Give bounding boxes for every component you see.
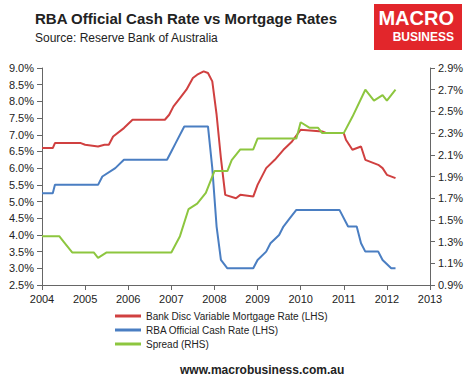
svg-text:2010: 2010 [288,293,312,305]
svg-text:2.3%: 2.3% [438,127,463,139]
svg-text:2006: 2006 [116,293,140,305]
svg-text:Bank Disc Variable Mortgage Ra: Bank Disc Variable Mortgage Rate (LHS) [146,311,328,322]
svg-text:5.5%: 5.5% [9,179,34,191]
svg-text:2.9%: 2.9% [438,62,463,74]
svg-text:2008: 2008 [202,293,226,305]
svg-text:4.0%: 4.0% [9,229,34,241]
svg-text:2013: 2013 [418,293,442,305]
svg-text:1.3%: 1.3% [438,236,463,248]
svg-text:2012: 2012 [375,293,399,305]
svg-text:MACRO: MACRO [378,7,454,29]
svg-text:6.0%: 6.0% [9,162,34,174]
svg-text:1.9%: 1.9% [438,171,463,183]
svg-text:4.5%: 4.5% [9,212,34,224]
svg-text:2.7%: 2.7% [438,84,463,96]
svg-text:2009: 2009 [245,293,269,305]
svg-text:2005: 2005 [73,293,97,305]
svg-text:2.5%: 2.5% [438,105,463,117]
svg-text:8.5%: 8.5% [9,79,34,91]
svg-text:1.1%: 1.1% [438,257,463,269]
svg-text:2.5%: 2.5% [9,279,34,291]
svg-text:Spread (RHS): Spread (RHS) [146,339,209,350]
svg-text:7.5%: 7.5% [9,112,34,124]
svg-text:www.macrobusiness.com.au: www.macrobusiness.com.au [179,363,344,377]
svg-text:3.5%: 3.5% [9,246,34,258]
svg-text:2.1%: 2.1% [438,149,463,161]
svg-text:7.0%: 7.0% [9,129,34,141]
svg-text:3.0%: 3.0% [9,262,34,274]
svg-text:RBA Official Cash Rate vs Mort: RBA Official Cash Rate vs Mortgage Rates [35,10,337,27]
svg-text:5.0%: 5.0% [9,196,34,208]
svg-text:1.5%: 1.5% [438,214,463,226]
svg-text:9.0%: 9.0% [9,62,34,74]
svg-text:Source: Reserve Bank of Austra: Source: Reserve Bank of Australia [35,31,218,45]
svg-text:8.0%: 8.0% [9,95,34,107]
svg-text:1.7%: 1.7% [438,192,463,204]
svg-text:2004: 2004 [30,293,54,305]
svg-text:6.5%: 6.5% [9,145,34,157]
svg-text:2011: 2011 [332,293,356,305]
svg-text:BUSINESS: BUSINESS [393,30,454,44]
svg-text:0.9%: 0.9% [438,279,463,291]
svg-text:2007: 2007 [159,293,183,305]
svg-text:RBA Official Cash Rate (LHS): RBA Official Cash Rate (LHS) [146,325,278,336]
